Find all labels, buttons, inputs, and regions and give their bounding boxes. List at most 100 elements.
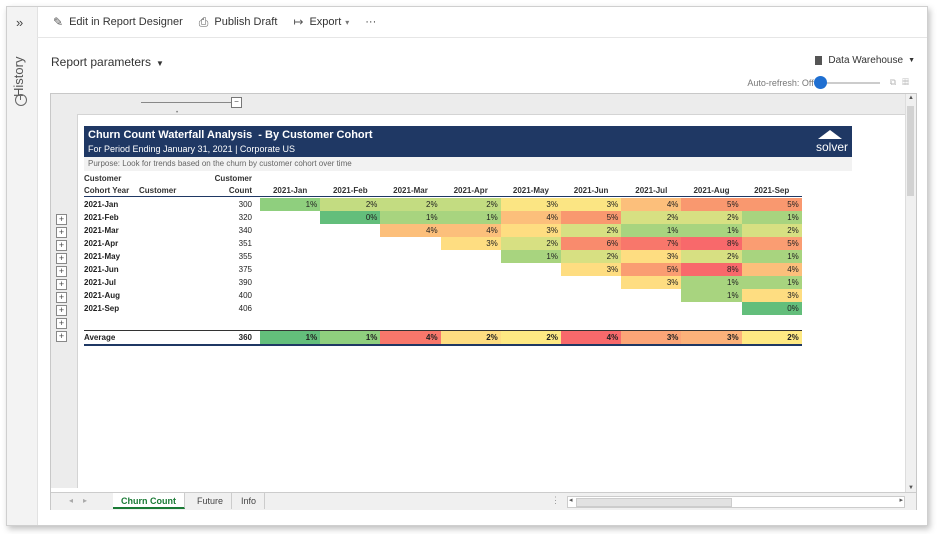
churn-cell: 2%	[320, 198, 381, 211]
churn-cell: 2%	[561, 250, 622, 263]
toolbar: ✎ Edit in Report Designer ⎙ Publish Draf…	[37, 7, 927, 38]
expand-row-button[interactable]: +	[56, 253, 67, 264]
table-row: 2021-Jun 375 3% 5% 8% 4%	[84, 263, 802, 276]
table-row: 2021-Jul 390 3% 1% 1%	[84, 276, 802, 289]
cohort-cell: 2021-Jun	[84, 265, 119, 274]
scroll-up-icon[interactable]: ▲	[908, 95, 914, 101]
cohort-cell: 2021-Jul	[84, 278, 117, 287]
average-cell: 1%	[260, 331, 321, 344]
data-warehouse-selector[interactable]: Data Warehouse ▼	[815, 55, 915, 66]
churn-cell: 4%	[500, 211, 561, 224]
splitter-handle-icon[interactable]: ⋮	[551, 495, 560, 505]
cohort-header-line2: Cohort Year	[84, 186, 130, 195]
churn-cell: 1%	[380, 211, 441, 224]
churn-cell: 5%	[741, 198, 802, 211]
churn-cell: 2%	[681, 211, 742, 224]
churn-cell: 0%	[320, 211, 381, 224]
history-label[interactable]: History	[11, 56, 26, 97]
edit-label: Edit in Report Designer	[69, 16, 183, 28]
average-cell: 3%	[621, 331, 682, 344]
table-row: 2021-Mar 340 4% 4% 3% 2% 1% 1% 2%	[84, 224, 802, 237]
data-warehouse-label: Data Warehouse	[828, 55, 904, 66]
more-options-button[interactable]: ···	[365, 16, 376, 28]
auto-refresh-label: Auto-refresh: Off	[747, 77, 814, 88]
churn-cell: 4%	[380, 224, 441, 237]
month-header: 2021-Jan	[272, 186, 308, 195]
toggle-knob[interactable]	[813, 75, 827, 89]
scroll-down-icon[interactable]: ▼	[908, 485, 914, 491]
churn-cell: 5%	[561, 211, 622, 224]
count-cell: 320	[238, 213, 252, 222]
churn-cell: 5%	[741, 237, 802, 250]
churn-cell: 1%	[681, 276, 742, 289]
cohort-cell: 2021-Apr	[84, 239, 119, 248]
publish-icon: ⎙	[198, 14, 209, 29]
tab-future[interactable]: Future	[189, 493, 233, 509]
expand-row-button[interactable]: +	[56, 331, 67, 342]
count-cell: 300	[238, 200, 252, 209]
export-label: Export	[309, 16, 342, 28]
average-label: Average	[84, 333, 116, 342]
auto-refresh-control: Auto-refresh: Off ⧉▦	[747, 75, 915, 89]
expand-row-button[interactable]: +	[56, 227, 67, 238]
churn-cell: 1%	[681, 224, 742, 237]
count-header-line1: Customer	[214, 174, 252, 183]
clock-icon[interactable]	[15, 94, 27, 106]
month-header: 2021-Apr	[453, 186, 488, 195]
outline-line	[141, 102, 231, 103]
average-cell: 2%	[440, 331, 501, 344]
churn-cell: 1%	[681, 289, 742, 302]
churn-cell: 8%	[681, 237, 742, 250]
churn-cell: 6%	[561, 237, 622, 250]
average-count: 360	[238, 333, 252, 342]
table-row: 2021-Sep 406 0%	[84, 302, 802, 315]
table-header: Customer Cohort Year Customer Customer C…	[84, 174, 802, 197]
scroll-left-icon[interactable]: ◂	[569, 497, 573, 504]
scroll-thumb[interactable]	[907, 106, 914, 196]
tab-nav-arrows-icon[interactable]: ◂▸	[69, 496, 98, 505]
export-icon: ↦	[293, 15, 304, 29]
publish-draft-button[interactable]: ⎙ Publish Draft	[199, 15, 278, 30]
table-row: 2021-Feb 320 0% 1% 1% 4% 5% 2% 2% 1%	[84, 211, 802, 224]
report-banner: Churn Count Waterfall Analysis - By Cust…	[84, 126, 852, 157]
expand-row-button[interactable]: +	[56, 292, 67, 303]
tab-info[interactable]: Info	[233, 493, 266, 509]
expand-row-button[interactable]: +	[56, 279, 67, 290]
expand-row-button[interactable]: +	[56, 305, 67, 316]
publish-label: Publish Draft	[214, 16, 278, 28]
collapse-button[interactable]: −	[231, 97, 242, 108]
month-header: 2021-Mar	[393, 186, 428, 195]
expand-row-button[interactable]: +	[56, 214, 67, 225]
churn-cell: 3%	[561, 263, 622, 276]
expand-row-button[interactable]: +	[56, 240, 67, 251]
auto-refresh-toggle[interactable]	[813, 75, 880, 89]
report-parameters-toggle[interactable]: Report parameters ▼	[51, 55, 164, 69]
churn-cell: 3%	[500, 198, 561, 211]
vertical-scrollbar[interactable]: ▲ ▼	[905, 94, 916, 492]
churn-cell: 3%	[741, 289, 802, 302]
horizontal-scrollbar[interactable]: ◂ ▸	[567, 496, 905, 508]
churn-cell: 7%	[621, 237, 682, 250]
export-button[interactable]: ↦ Export ▾	[293, 15, 349, 29]
expand-row-button[interactable]: +	[56, 318, 67, 329]
horizontal-scroll-thumb[interactable]	[576, 498, 732, 507]
churn-cell: 3%	[621, 250, 682, 263]
count-cell: 355	[238, 252, 252, 261]
table-row: 2021-Jan 300 1% 2% 2% 2% 3% 3% 4% 5% 5%	[84, 198, 802, 211]
churn-cell: 1%	[741, 276, 802, 289]
churn-cell: 2%	[681, 250, 742, 263]
churn-cell: 1%	[621, 224, 682, 237]
report-parameters-label: Report parameters	[51, 55, 152, 69]
edit-in-report-designer-button[interactable]: ✎ Edit in Report Designer	[53, 15, 183, 29]
expand-row-button[interactable]: +	[56, 266, 67, 277]
average-cell: 4%	[561, 331, 622, 344]
outline-dot: •	[176, 110, 179, 116]
more-icon: ···	[365, 16, 377, 28]
churn-cell: 3%	[500, 224, 561, 237]
expand-chevron-icon[interactable]: »	[16, 15, 24, 30]
count-cell: 351	[238, 239, 252, 248]
month-header: 2021-Jun	[573, 186, 609, 195]
scroll-right-icon[interactable]: ▸	[899, 497, 903, 504]
popout-icon[interactable]: ⧉▦	[889, 77, 915, 87]
tab-churn-count[interactable]: Churn Count	[113, 493, 185, 509]
